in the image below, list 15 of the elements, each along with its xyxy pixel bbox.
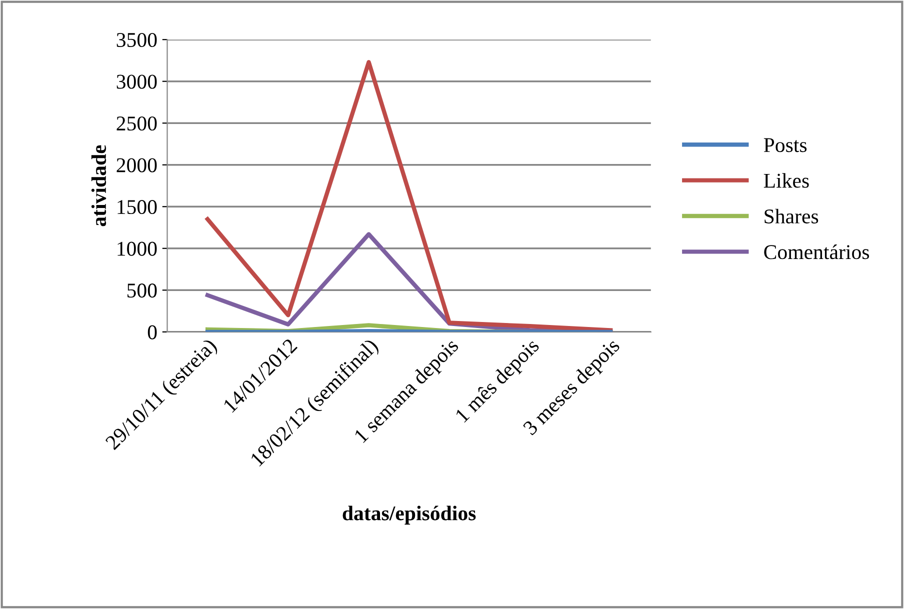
legend-label: Shares xyxy=(764,208,818,224)
legend-label: Comentários xyxy=(764,244,870,260)
y-tick-label: 3500 xyxy=(116,32,157,48)
y-tick-label: 1000 xyxy=(118,242,157,256)
y-tick-label: 500 xyxy=(127,284,157,298)
y-tick-label: 3000 xyxy=(116,74,157,89)
y-tick-label: 0 xyxy=(148,325,157,340)
y-tick-label: 2000 xyxy=(116,158,157,172)
x-axis-title: datas/episódios xyxy=(342,506,476,525)
y-tick-label: 1500 xyxy=(118,200,157,214)
line-series xyxy=(205,60,613,332)
y-tick-label: 2500 xyxy=(116,116,157,131)
y-axis-title: atividade xyxy=(91,145,106,226)
legend-label: Posts xyxy=(764,138,807,152)
legend-label: Likes xyxy=(764,173,809,188)
